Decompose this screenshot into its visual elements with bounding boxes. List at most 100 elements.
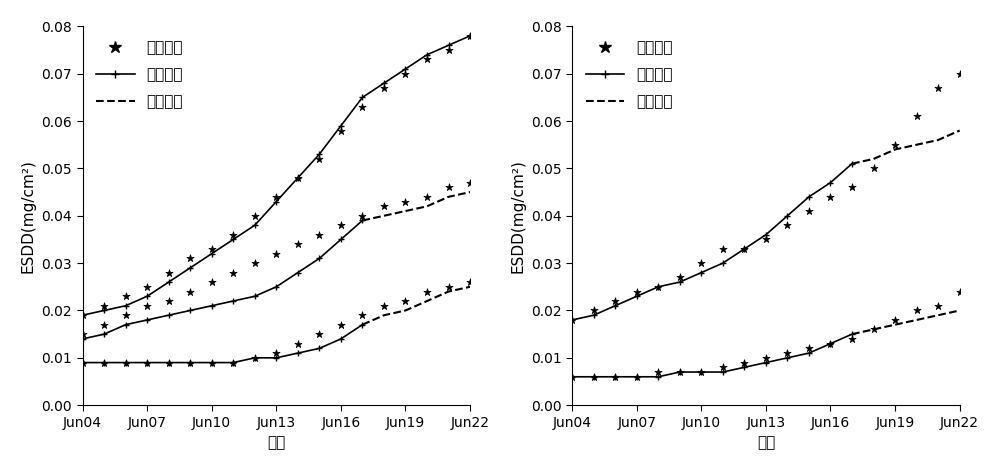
Point	[161, 359, 177, 366]
Point	[629, 288, 645, 295]
Point	[354, 103, 370, 111]
Point	[462, 278, 478, 286]
Point	[693, 260, 709, 267]
Point	[397, 297, 413, 305]
Point	[333, 127, 349, 134]
X-axis label: 时间: 时间	[757, 435, 775, 450]
Point	[268, 250, 284, 258]
Point	[909, 113, 925, 120]
Point	[586, 373, 602, 381]
Point	[650, 368, 666, 376]
Point	[909, 307, 925, 314]
Point	[75, 311, 91, 319]
Point	[607, 373, 623, 381]
Point	[952, 70, 968, 77]
Point	[736, 359, 752, 366]
Point	[290, 240, 306, 248]
Point	[311, 155, 327, 162]
Point	[462, 179, 478, 187]
Legend: 实测数据, 拟合结果, 预测结果: 实测数据, 拟合结果, 预测结果	[580, 34, 679, 116]
Point	[779, 349, 795, 357]
Point	[75, 330, 91, 338]
Point	[866, 325, 882, 333]
Point	[161, 269, 177, 276]
Point	[182, 288, 198, 295]
Point	[419, 288, 435, 295]
Point	[693, 368, 709, 376]
Point	[225, 231, 241, 238]
Point	[801, 207, 817, 215]
Point	[866, 165, 882, 172]
Point	[822, 340, 838, 348]
Point	[952, 288, 968, 295]
Point	[182, 255, 198, 262]
Point	[161, 297, 177, 305]
Point	[75, 359, 91, 366]
Point	[736, 245, 752, 252]
Point	[376, 302, 392, 309]
Point	[672, 274, 688, 281]
Point	[118, 311, 134, 319]
Point	[118, 359, 134, 366]
Point	[801, 345, 817, 352]
Point	[96, 302, 112, 309]
Point	[779, 221, 795, 229]
Point	[268, 193, 284, 201]
Point	[844, 335, 860, 343]
Point	[441, 46, 457, 54]
Point	[311, 330, 327, 338]
Point	[397, 198, 413, 205]
Point	[290, 174, 306, 182]
Point	[96, 359, 112, 366]
Point	[204, 359, 220, 366]
Point	[715, 245, 731, 252]
Point	[607, 297, 623, 305]
Point	[462, 32, 478, 40]
X-axis label: 时间: 时间	[267, 435, 285, 450]
Point	[758, 354, 774, 362]
Point	[650, 283, 666, 291]
Point	[118, 292, 134, 300]
Point	[629, 373, 645, 381]
Point	[376, 84, 392, 92]
Point	[247, 260, 263, 267]
Point	[758, 236, 774, 243]
Point	[376, 203, 392, 210]
Point	[247, 212, 263, 219]
Point	[822, 193, 838, 201]
Point	[247, 354, 263, 362]
Point	[715, 364, 731, 371]
Point	[311, 231, 327, 238]
Point	[930, 302, 946, 309]
Point	[844, 184, 860, 191]
Point	[419, 56, 435, 63]
Point	[204, 245, 220, 252]
Point	[290, 340, 306, 348]
Point	[182, 359, 198, 366]
Point	[564, 373, 580, 381]
Point	[96, 321, 112, 328]
Point	[225, 359, 241, 366]
Point	[672, 368, 688, 376]
Point	[586, 307, 602, 314]
Point	[354, 212, 370, 219]
Y-axis label: ESDD(mg/cm²): ESDD(mg/cm²)	[21, 159, 36, 273]
Point	[225, 269, 241, 276]
Point	[204, 278, 220, 286]
Point	[887, 316, 903, 324]
Point	[564, 316, 580, 324]
Point	[139, 302, 155, 309]
Point	[441, 283, 457, 291]
Legend: 实测数据, 拟合结果, 预测结果: 实测数据, 拟合结果, 预测结果	[90, 34, 189, 116]
Y-axis label: ESDD(mg/cm²): ESDD(mg/cm²)	[510, 159, 525, 273]
Point	[419, 193, 435, 201]
Point	[441, 184, 457, 191]
Point	[397, 70, 413, 77]
Point	[887, 141, 903, 148]
Point	[333, 321, 349, 328]
Point	[139, 283, 155, 291]
Point	[268, 349, 284, 357]
Point	[354, 311, 370, 319]
Point	[333, 221, 349, 229]
Point	[930, 84, 946, 92]
